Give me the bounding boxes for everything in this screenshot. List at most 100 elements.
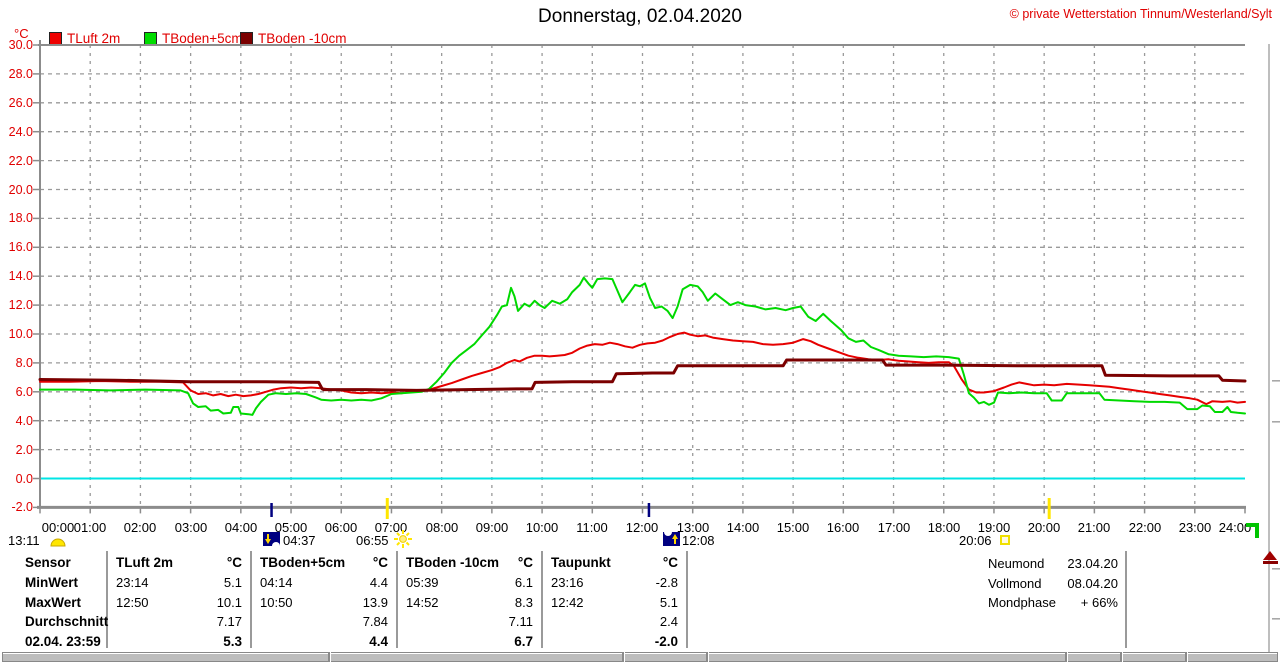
bottom-scroll-bar — [2, 652, 1278, 662]
x-axis-tick-label: 13:00 — [676, 520, 710, 535]
table-last-value: 6.7 — [514, 634, 533, 649]
right-edge-dash — [1272, 421, 1280, 423]
table-min-value: 6.1 — [514, 575, 533, 590]
moonset-icon — [262, 532, 280, 547]
y-axis-tick-label: 30.0 — [8, 38, 33, 52]
table-max-value: 13.9 — [362, 595, 388, 610]
sunset-icon — [999, 534, 1011, 546]
table-min-time: 04:14 — [260, 575, 293, 590]
bottom-bar-divider — [1120, 652, 1123, 662]
x-axis-tick-label: 10:00 — [525, 520, 559, 535]
moonrise-time-label: 12:08 — [682, 533, 715, 548]
bottom-bar-divider — [622, 652, 625, 662]
x-axis-tick-label: 23:00 — [1178, 520, 1212, 535]
y-axis-tick-label: 24.0 — [8, 125, 33, 139]
x-axis-tick-label: 20:00 — [1027, 520, 1061, 535]
moon-icon — [50, 537, 66, 547]
right-edge-dash — [1272, 568, 1280, 570]
table-col-unit: °C — [372, 555, 388, 570]
table-row-label: MaxWert — [25, 595, 82, 610]
y-axis-tick-label: 8.0 — [15, 356, 33, 370]
table-min-time: 05:39 — [406, 575, 439, 590]
table-column-separator — [686, 551, 688, 648]
table-min-time: 23:16 — [551, 575, 584, 590]
next-page-arrow-icon[interactable] — [1244, 520, 1264, 540]
legend-item-tboden10: TBoden -10cm — [240, 30, 347, 46]
table-column-separator — [541, 551, 543, 648]
sunrise-icon — [394, 530, 413, 548]
bottom-bar-divider — [706, 652, 709, 662]
x-axis-tick-label: 11:00 — [576, 520, 608, 535]
legend-item-tboden5: TBoden+5cm — [144, 31, 243, 46]
neumond-label: Neumond — [988, 556, 1045, 571]
x-axis-tick-label: 21:00 — [1077, 520, 1111, 535]
table-column-separator — [396, 551, 398, 648]
table-max-value: 10.1 — [216, 595, 242, 610]
x-axis-tick-label: 02:00 — [123, 520, 157, 535]
table-row-label: MinWert — [25, 575, 78, 590]
y-axis-unit-label: °C — [14, 26, 29, 41]
table-min-time: 23:14 — [116, 575, 149, 590]
table-col-name: Taupunkt — [551, 555, 611, 570]
table-max-time: 12:50 — [116, 595, 149, 610]
copyright-text: © private Wetterstation Tinnum/Westerlan… — [1009, 7, 1272, 21]
y-axis-tick-label: 4.0 — [15, 414, 33, 428]
table-min-value: -2.8 — [655, 575, 678, 590]
table-min-value: 4.4 — [369, 575, 388, 590]
marker-triangle-icon[interactable] — [1261, 549, 1280, 566]
table-col-name: TBoden -10cm — [406, 555, 500, 570]
y-axis-tick-label: 10.0 — [8, 327, 33, 341]
mondphase-value: + 66% — [1080, 595, 1118, 610]
table-row-label: 02.04. 23:59 — [25, 634, 101, 649]
x-axis-tick-label: 04:00 — [224, 520, 258, 535]
x-axis-tick-label: 16:00 — [826, 520, 860, 535]
x-axis-tick-label: 12:00 — [625, 520, 659, 535]
table-last-value: 5.3 — [223, 634, 242, 649]
x-axis-tick-label: 06:00 — [324, 520, 358, 535]
y-axis-tick-label: 26.0 — [8, 96, 33, 110]
legend-label-tboden10: TBoden -10cm — [258, 30, 347, 46]
x-axis-tick-label: 24:00 — [1218, 520, 1252, 535]
x-axis-tick-label: 00:00 — [41, 520, 75, 535]
y-axis-tick-label: 2.0 — [15, 443, 33, 457]
table-col-unit: °C — [226, 555, 242, 570]
table-col-unit: °C — [517, 555, 533, 570]
table-avg-value: 7.17 — [216, 614, 242, 629]
y-axis-tick-label: 20.0 — [8, 183, 33, 197]
moonrise-icon — [663, 532, 681, 547]
legend-item-tluft: TLuft 2m — [49, 31, 120, 46]
table-row-label: Sensor — [25, 555, 71, 570]
x-axis-tick-label: 09:00 — [475, 520, 509, 535]
table-col-name: TBoden+5cm — [260, 555, 346, 570]
table-avg-value: 7.84 — [362, 614, 388, 629]
y-axis-tick-label: 0.0 — [15, 472, 33, 486]
moonset-time-label: 04:37 — [283, 533, 316, 548]
x-axis-tick-label: 15:00 — [776, 520, 810, 535]
table-avg-value: 7.11 — [508, 614, 533, 629]
x-axis-tick-label: 18:00 — [927, 520, 961, 535]
vollmond-label: Vollmond — [988, 576, 1042, 591]
bottom-bar-divider — [328, 652, 331, 662]
y-axis-tick-label: -2.0 — [11, 500, 33, 514]
y-axis-tick-label: 28.0 — [8, 67, 33, 81]
table-col-unit: °C — [662, 555, 678, 570]
table-row-label: Durchschnitt — [25, 614, 109, 629]
y-axis-tick-label: 16.0 — [8, 240, 33, 254]
table-max-value: 8.3 — [514, 595, 533, 610]
table-last-value: -2.0 — [654, 634, 678, 649]
y-axis-tick-label: 12.0 — [8, 298, 33, 312]
y-axis-tick-label: 6.0 — [15, 385, 33, 399]
table-avg-value: 2.4 — [659, 614, 678, 629]
table-max-time: 10:50 — [260, 595, 293, 610]
table-column-separator — [250, 551, 252, 648]
x-axis-tick-label: 19:00 — [977, 520, 1011, 535]
moonset-time-tick — [270, 503, 273, 517]
sunset-time-tick — [1047, 498, 1051, 519]
x-axis-tick-label: 14:00 — [726, 520, 760, 535]
moonrise-time-tick — [647, 503, 651, 517]
right-edge-dash — [1272, 380, 1280, 382]
moon-info-separator — [1125, 551, 1127, 648]
page-title: Donnerstag, 02.04.2020 — [538, 6, 742, 27]
